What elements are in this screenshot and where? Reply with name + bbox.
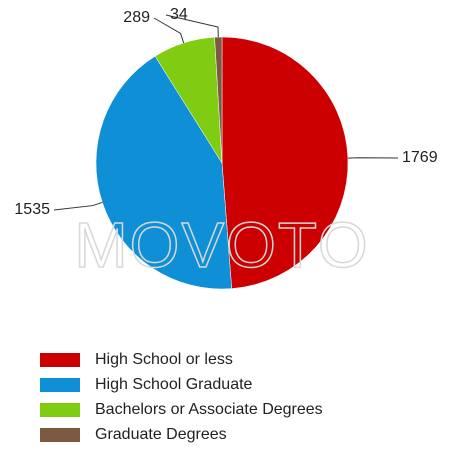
legend-label: High School Graduate <box>95 376 253 393</box>
value-label: 289 <box>123 9 150 26</box>
legend-label: Bachelors or Associate Degrees <box>95 401 323 418</box>
leader-line <box>165 14 219 38</box>
pie-slice <box>214 36 223 164</box>
legend-label: High School or less <box>95 351 233 368</box>
legend-label: Graduate Degrees <box>95 426 227 443</box>
watermark: MOVOTO <box>74 209 369 281</box>
value-label: 34 <box>170 6 188 23</box>
legend-swatch <box>40 428 80 442</box>
pie <box>95 36 349 290</box>
value-label: 1769 <box>402 149 438 166</box>
legend-swatch <box>40 353 80 367</box>
value-label: 1535 <box>14 201 50 218</box>
leader-line <box>53 201 103 211</box>
legend-swatch <box>40 403 80 417</box>
legend-swatch <box>40 378 80 392</box>
leader-line <box>153 17 185 44</box>
